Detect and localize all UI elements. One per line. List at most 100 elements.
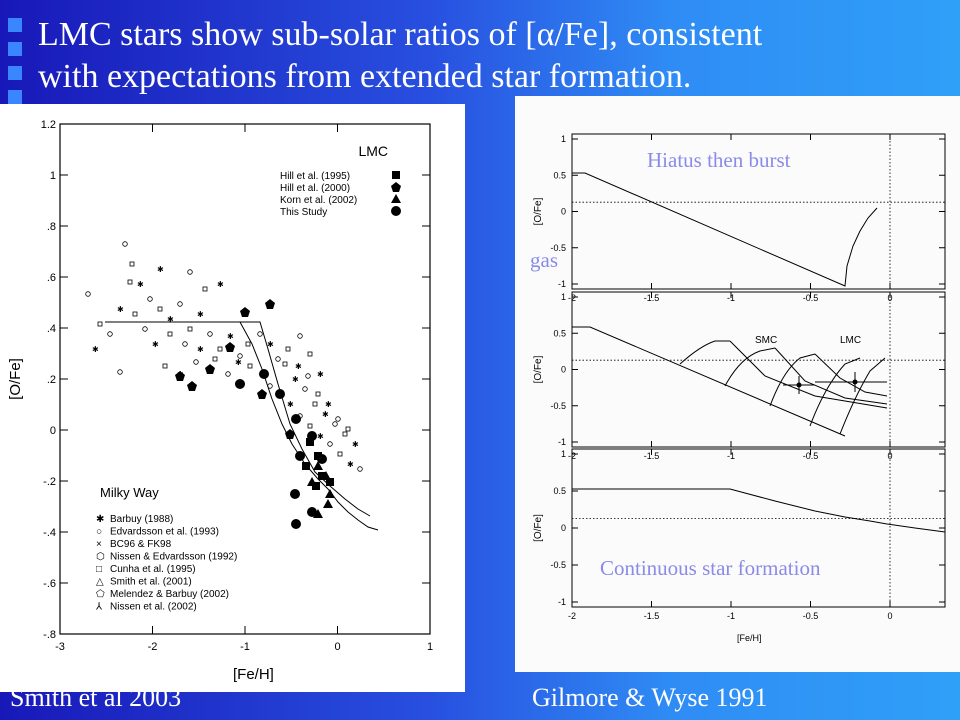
right-xtick-label: 0: [887, 451, 892, 461]
left-ytick-label: -.2: [43, 476, 56, 488]
overlay-gas: gas: [530, 248, 558, 272]
slide-title: LMC stars show sub-solar ratios of [α/Fe…: [38, 14, 938, 98]
mw-point: [275, 356, 281, 362]
right-xtick-label: -1.5: [644, 611, 660, 621]
right-xtick-label: -2: [568, 293, 576, 303]
left-ytick-label: .2: [47, 374, 56, 386]
middle-panel-fan-2: [774, 347, 888, 405]
mw-legend-label: Melendez & Barbuy (2002): [110, 589, 229, 600]
right-tick-labels: 10.50-0.5-1-2 -1.5 -1 -0.5 0[O/Fe]10.50-0.5-…: [533, 134, 893, 621]
lmc-hill2000-point: [205, 364, 215, 374]
right-ytick-label: 1: [561, 292, 566, 302]
mw-point: [327, 441, 333, 447]
right-ytick-label: -0.5: [550, 401, 566, 411]
lmc-korn2002-point: [313, 461, 323, 470]
mw-point: ✱: [295, 362, 302, 371]
left-figure-panel: 1.2 1 .8 .6 .4 .2 0 -.2 -.4 -.6 -.8 -3 -2 -1 0 1 [O/Fe…: [0, 104, 465, 692]
mw-point: [212, 356, 218, 362]
right-xtick-label: -2: [568, 451, 576, 461]
left-y-label: [O/Fe]: [7, 358, 24, 400]
caption-gilmore-wyse-1991: Gilmore & Wyse 1991: [532, 683, 768, 712]
right-figure-panel: 1 0.5 0 -0.5 -1 -2 -1.5 -1 -0.5 0 [O/Fe] 1 0.5 0 -0.5-…: [515, 96, 960, 672]
lmc-legend-3: Korn et al. (2002): [280, 195, 357, 206]
mw-point: ✱: [287, 400, 294, 409]
mw-point: [225, 371, 231, 377]
middle-panel-burst-4: [809, 357, 861, 427]
mw-point: [142, 326, 148, 332]
right-y-label: [O/Fe]: [533, 355, 544, 383]
mw-point: [157, 306, 163, 312]
right-xtick-label: 0: [887, 293, 892, 303]
right-ytick-label: 1: [561, 134, 566, 144]
right-axis-ticks: [571, 134, 945, 607]
mw-point: [127, 279, 133, 285]
left-xtick-label: -3: [55, 641, 65, 653]
left-ytick-label: -.8: [43, 629, 56, 641]
mw-legend-marker: ⬡: [96, 552, 105, 563]
smc-point: [796, 382, 802, 388]
left-x-label: [Fe/H]: [233, 666, 274, 683]
middle-panel-burst-5: [839, 357, 886, 435]
mw-point: [245, 341, 251, 347]
mw-legend-label: Smith et al. (2001): [110, 577, 192, 588]
right-ytick-label: 0: [561, 365, 566, 375]
mw-point: [332, 421, 338, 427]
lmc-legend-4: This Study: [280, 207, 327, 218]
mw-legend-marker: □: [96, 564, 102, 575]
lmc-korn2002-point: [307, 477, 317, 486]
lmc-hill1995-point: [302, 462, 310, 470]
right-ytick-label: -1: [558, 597, 566, 607]
mw-point: [187, 269, 193, 275]
mw-point: [315, 391, 321, 397]
left-xtick-labels: -3 -2 -1 0 1: [55, 641, 433, 653]
right-ytick-label: -1: [558, 437, 566, 447]
mw-legend-marker: ✱: [96, 514, 104, 525]
mw-legend-label: Cunha et al. (1995): [110, 564, 196, 575]
mw-point: ✱: [197, 310, 204, 319]
overlay-hiatus-then-burst: Hiatus then burst: [647, 148, 791, 172]
caption-smith-2003: Smith et al 2003: [10, 683, 182, 712]
lmc-hill2000-point: [257, 389, 267, 399]
decorative-squares: [8, 18, 22, 114]
right-xtick-label: -0.5: [803, 451, 819, 461]
mw-legend-label: Barbuy (1988): [110, 514, 173, 525]
mw-point: [167, 331, 173, 337]
milky-way-points: ✱✱✱✱✱✱✱✱✱✱✱✱✱✱✱✱✱✱✱✱✱✱✱: [85, 241, 363, 472]
mw-point: [162, 363, 168, 369]
mw-point: [177, 301, 183, 307]
mw-legend-marker: ×: [96, 539, 102, 550]
lmc-hill2000-point: [265, 299, 275, 309]
right-ytick-label: -0.5: [550, 243, 566, 253]
lmc-korn2002-point: [313, 509, 323, 518]
mw-point: [129, 261, 135, 267]
lmc-this-study-point: [290, 489, 300, 499]
mw-point: [342, 431, 348, 437]
middle-panel-burst-1: [679, 340, 730, 365]
mw-point: [307, 351, 313, 357]
title-line-2: with expectations from extended star for…: [38, 58, 692, 95]
mw-point: [187, 326, 193, 332]
right-x-label: [Fe/H]: [737, 633, 762, 643]
mw-legend-title: Milky Way: [100, 485, 159, 500]
lmc-point: [852, 379, 858, 385]
lmc-korn2002-point: [321, 471, 331, 480]
right-plot-frames: [571, 133, 946, 608]
mw-legend: ✱ Barbuy (1988) ○ Edvardsson et al. (1993) ×…: [96, 514, 237, 613]
mw-point: [147, 296, 153, 302]
bottom-panel-curve: [572, 488, 946, 533]
mw-point: [312, 401, 318, 407]
title-line-1: LMC stars show sub-solar ratios of [α/Fe…: [38, 16, 763, 53]
lmc-this-study-point: [307, 507, 317, 517]
mw-legend-marker: ○: [96, 527, 102, 538]
right-xtick-label: -1: [727, 451, 735, 461]
smc-label: SMC: [755, 335, 777, 346]
mw-point: [335, 416, 341, 422]
mw-point: [247, 363, 253, 369]
lmc-hill2000-point: [240, 307, 250, 317]
lmc-this-study-point: [291, 414, 301, 424]
lmc-hill2000-point: [187, 381, 197, 391]
mw-legend-marker: ⬠: [96, 589, 105, 600]
right-xtick-label: -1: [727, 293, 735, 303]
mw-point: ✱: [317, 432, 324, 441]
